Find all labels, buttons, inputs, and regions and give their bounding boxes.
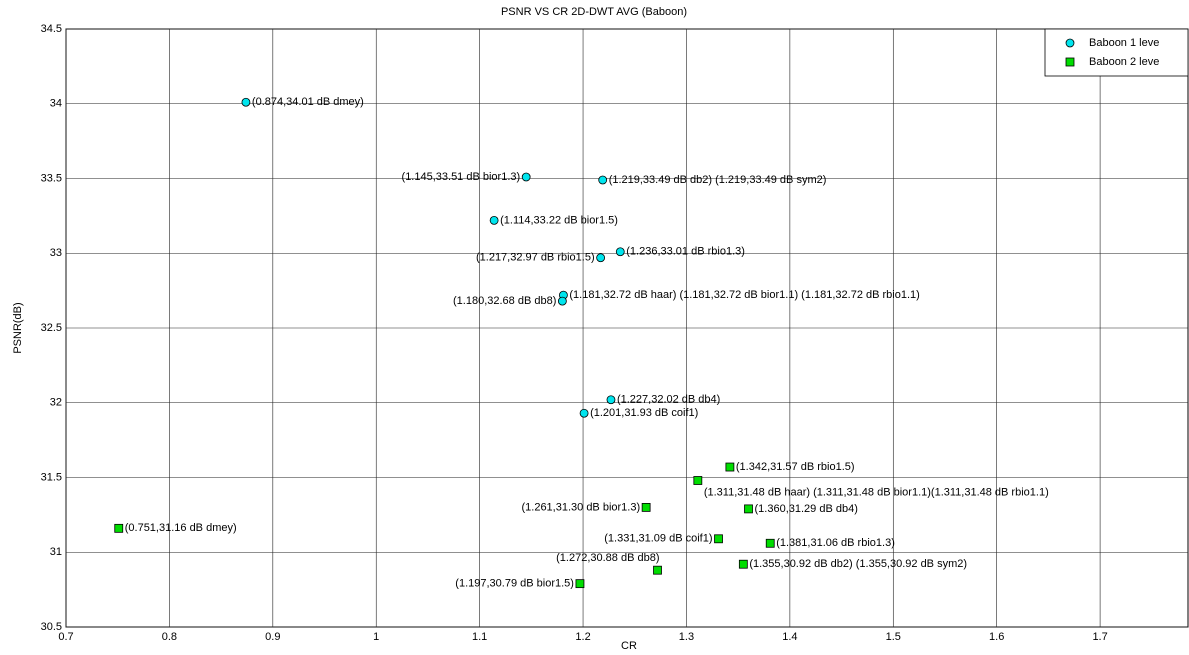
legend-label: Baboon 2 leve [1089,56,1159,68]
data-label: (1.219,33.49 dB db2) (1.219,33.49 dB sym… [609,174,827,186]
point [765,538,775,548]
point [114,523,124,533]
legend-label: Baboon 1 leve [1089,37,1159,49]
point [521,172,531,182]
x-tick-label: 1.3 [679,631,694,643]
point [744,504,753,514]
data-label: (1.236,33.01 dB rbio1.3) [626,246,745,258]
data-label: (1.227,32.02 dB db4) [617,394,720,406]
data-label: (1.180,32.68 dB db8) [453,295,556,307]
x-tick-label: 1.4 [782,631,797,643]
data-label: (1.311,31.48 dB haar) (1.311,31.48 dB bi… [704,486,1049,498]
y-tick-label: 33 [50,247,62,259]
x-axis-label: CR [621,640,637,652]
point [606,395,616,405]
point [653,565,662,575]
data-label: (1.197,30.79 dB bior1.5) [455,578,574,590]
y-tick-label: 31.5 [41,471,62,483]
x-tick-label: 0.7 [58,631,73,643]
y-tick-label: 32.5 [41,322,62,334]
point [575,579,585,589]
point [596,253,606,263]
point [579,408,589,418]
data-label: (1.272,30.88 dB db8) [556,552,659,564]
data-label: (1.217,32.97 dB rbio1.5) [476,252,595,264]
point [241,97,251,107]
x-tick-label: 0.8 [162,631,177,643]
data-label: (1.114,33.22 dB bior1.5) [500,214,618,226]
legend-marker [1065,57,1075,67]
x-tick-label: 0.9 [265,631,280,643]
point [725,462,735,472]
y-axis-label: PSNR(dB) [12,302,24,353]
point [557,296,567,306]
point [641,502,651,512]
data-label: (1.201,31.93 dB coif1) [590,407,698,419]
x-tick-label: 1.6 [989,631,1004,643]
data-label: (1.342,31.57 dB rbio1.5) [736,461,855,473]
data-label: (1.360,31.29 dB db4) [755,503,858,515]
legend-box [1044,28,1189,77]
x-tick-label: 1.1 [472,631,487,643]
y-tick-label: 31 [50,546,62,558]
point [615,247,625,257]
y-tick-label: 30.5 [41,621,62,633]
y-tick-label: 34 [50,98,62,110]
x-tick-label: 1.7 [1092,631,1107,643]
point [489,215,499,225]
data-label: (1.181,32.72 dB haar) (1.181,32.72 dB bi… [569,289,919,301]
chart-title: PSNR VS CR 2D-DWT AVG (Baboon) [501,6,687,18]
legend-marker [1065,38,1075,48]
x-tick-label: 1.2 [575,631,590,643]
x-tick-label: 1 [373,631,379,643]
data-label: (1.331,31.09 dB coif1) [604,533,712,545]
data-label: (1.381,31.06 dB rbio1.3) [776,537,895,549]
data-label: (0.751,31.16 dB dmey) [125,522,237,534]
x-tick-label: 1.5 [886,631,901,643]
data-label: (1.145,33.51 dB bior1.3) [402,171,521,183]
point [598,175,608,185]
y-tick-label: 32 [50,397,62,409]
y-tick-label: 34.5 [41,23,62,35]
data-label: (0.874,34.01 dB dmey) [252,96,364,108]
data-label: (1.261,31.30 dB bior1.3) [521,501,640,513]
data-label: (1.355,30.92 dB db2) (1.355,30.92 dB sym… [749,558,967,570]
point [693,476,703,485]
y-tick-label: 33.5 [41,172,62,184]
point [738,559,748,569]
point [714,534,723,544]
